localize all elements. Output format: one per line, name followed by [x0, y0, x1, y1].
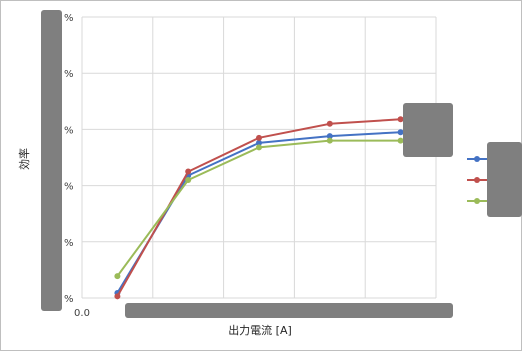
series-2-point	[397, 116, 404, 123]
series-3-point	[256, 144, 262, 151]
series-3-point	[114, 273, 121, 280]
series-layer	[114, 116, 404, 300]
series-2-point	[326, 120, 333, 127]
series-2-point	[114, 293, 121, 300]
series-3-line	[116, 139, 401, 277]
series-3-point	[185, 176, 192, 183]
x-axis-title: 出力電流 [A]	[228, 323, 292, 337]
legend-series-3-marker	[474, 198, 480, 204]
redaction-block-annotation	[403, 103, 453, 157]
series-1-line	[116, 131, 401, 294]
series-2-point	[185, 168, 192, 175]
series-1-point	[397, 129, 404, 136]
series-2-point	[256, 134, 262, 141]
grid-lines	[81, 16, 437, 299]
y-tick-label: %	[64, 182, 74, 193]
y-tick-label: %	[64, 294, 74, 305]
series-3-point	[397, 137, 404, 144]
legend	[467, 156, 487, 204]
y-tick-label: %	[64, 13, 74, 24]
legend-series-1-marker	[474, 156, 480, 162]
series-1-point	[326, 133, 333, 140]
redaction-block-legend	[487, 142, 522, 217]
y-tick-labels: %%%%%%	[64, 13, 74, 305]
series-1-point	[256, 139, 262, 146]
y-axis-title: 効率	[17, 148, 31, 170]
series-3-point	[326, 137, 333, 144]
redaction-block-x-axis	[125, 303, 453, 318]
y-tick-label: %	[64, 238, 74, 249]
legend-series-2-marker	[474, 177, 480, 183]
y-tick-label: %	[64, 69, 74, 80]
y-tick-label: %	[64, 125, 74, 136]
redaction-block-y-axis	[41, 10, 62, 311]
x-tick-label: 0.0	[74, 308, 90, 319]
